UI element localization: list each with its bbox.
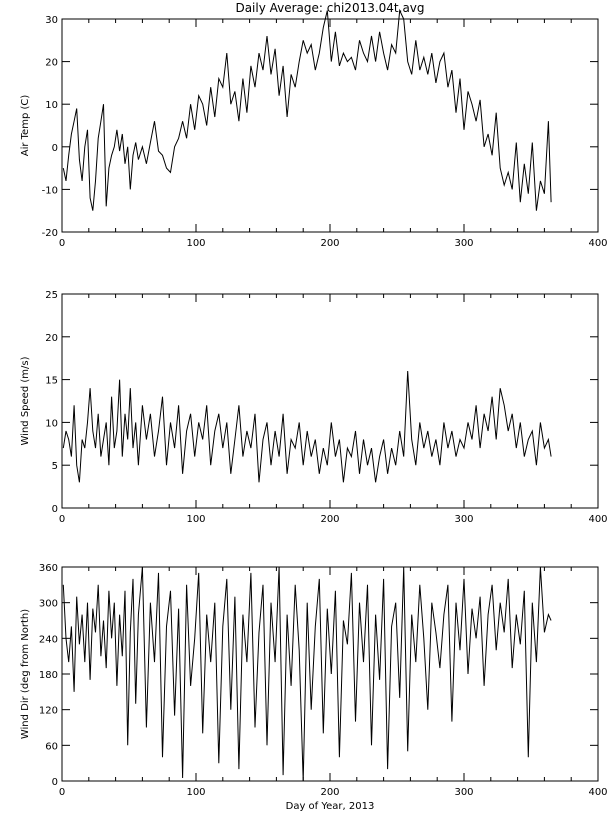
wind-speed-x-tick-label: 300 bbox=[454, 514, 473, 525]
chart-title: Daily Average: chi2013.04t.avg bbox=[235, 1, 424, 15]
wind-dir-x-tick-label: 0 bbox=[59, 787, 65, 798]
air-temp-y-tick-label: 20 bbox=[45, 58, 58, 69]
wind-speed-y-axis-label: Wind Speed (m/s) bbox=[20, 356, 31, 445]
wind-speed-x-tick-label: 200 bbox=[320, 514, 339, 525]
air-temp-panel: 0 100 200 300 400 -20 -10 0 10 20 30 Air Temp (C) bbox=[20, 8, 608, 249]
wind-dir-panel: 0 100 200 300 400 0 60 120 180 240 300 360 Wind Dir … bbox=[20, 563, 608, 812]
wind-dir-x-tick-label: 200 bbox=[320, 787, 339, 798]
air-temp-y-tick-label: 30 bbox=[45, 15, 58, 26]
wind-dir-x-tick-label: 400 bbox=[588, 787, 607, 798]
air-temp-x-tick-label: 400 bbox=[588, 238, 607, 249]
air-temp-y-tick-label: -20 bbox=[42, 228, 58, 239]
wind-dir-y-tick-label: 0 bbox=[52, 777, 58, 788]
air-temp-y-axis-label: Air Temp (C) bbox=[20, 95, 31, 157]
wind-dir-y-tick-label: 60 bbox=[45, 741, 58, 752]
wind-dir-y-tick-label: 300 bbox=[39, 599, 58, 610]
wind-dir-x-tick-label: 300 bbox=[454, 787, 473, 798]
wind-speed-x-tick-label: 0 bbox=[59, 514, 65, 525]
wind-dir-y-tick-label: 180 bbox=[39, 670, 58, 681]
wind-speed-y-tick-label: 5 bbox=[52, 461, 58, 472]
air-temp-y-tick-label: 10 bbox=[45, 100, 58, 111]
air-temp-x-tick-label: 300 bbox=[454, 238, 473, 249]
wind-dir-y-tick-label: 240 bbox=[39, 634, 58, 645]
wind-dir-y-tick-label: 360 bbox=[39, 563, 58, 574]
wind-speed-panel: 0 100 200 300 400 0 5 10 15 20 25 Wind Speed (m/s) bbox=[20, 290, 608, 525]
air-temp-series-line bbox=[62, 8, 552, 211]
air-temp-x-tick-label: 100 bbox=[186, 238, 205, 249]
wind-speed-plot-frame bbox=[61, 293, 599, 509]
wind-dir-series-line bbox=[62, 566, 552, 782]
wind-speed-y-tick-label: 10 bbox=[45, 418, 58, 429]
wind-dir-x-axis-label: Day of Year, 2013 bbox=[286, 801, 375, 812]
wind-speed-x-tick-label: 100 bbox=[186, 514, 205, 525]
wind-speed-y-tick-label: 0 bbox=[52, 504, 58, 515]
wind-dir-x-tick-label: 100 bbox=[186, 787, 205, 798]
air-temp-x-tick-label: 200 bbox=[320, 238, 339, 249]
wind-dir-y-axis-label: Wind Dir (deg from North) bbox=[20, 609, 31, 739]
wind-speed-y-tick-label: 15 bbox=[45, 376, 58, 387]
air-temp-y-tick-label: -10 bbox=[42, 185, 58, 196]
wind-speed-y-tick-label: 25 bbox=[45, 290, 58, 301]
wind-dir-plot-frame bbox=[61, 566, 599, 782]
air-temp-x-tick-label: 0 bbox=[59, 238, 65, 249]
wind-dir-y-tick-label: 120 bbox=[39, 706, 58, 717]
wind-speed-y-tick-label: 20 bbox=[45, 333, 58, 344]
wind-speed-x-tick-label: 400 bbox=[588, 514, 607, 525]
air-temp-y-tick-label: 0 bbox=[52, 143, 58, 154]
wind-speed-series-line bbox=[62, 370, 552, 483]
